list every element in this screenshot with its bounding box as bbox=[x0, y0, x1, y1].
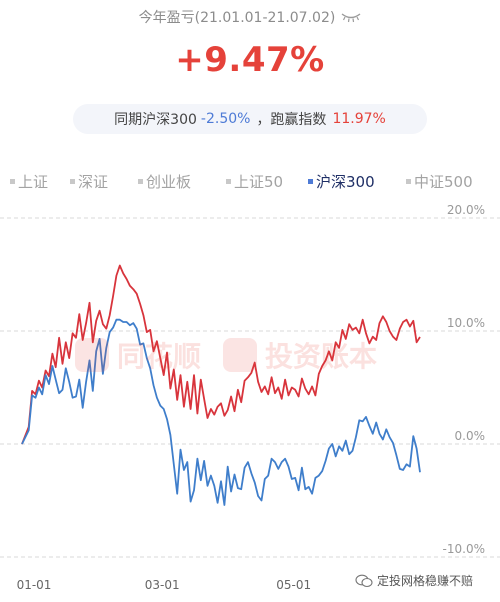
x-tick-label: 03-01 bbox=[145, 578, 180, 592]
tab-zz500[interactable]: 中证500 bbox=[406, 171, 486, 192]
tab-shangzheng50[interactable]: 上证50 bbox=[226, 171, 308, 192]
x-tick-label: 01-01 bbox=[17, 578, 52, 592]
tab-chuangyeban[interactable]: 创业板 bbox=[138, 171, 226, 192]
y-tick-label: -10.0% bbox=[443, 542, 485, 556]
benchmark-compare: 同期沪深300 -2.50% ，跑赢指数 11.97% bbox=[73, 104, 427, 134]
wechat-icon bbox=[355, 574, 373, 587]
footer-watermark: 定投网格稳赚不赔 bbox=[355, 572, 473, 589]
index-tabs: 上证 深证 创业板 上证50 沪深300 中证500 bbox=[10, 168, 495, 194]
tab-shenzheng[interactable]: 深证 bbox=[70, 171, 138, 192]
footer-watermark-text: 定投网格稳赚不赔 bbox=[377, 574, 474, 588]
y-tick-label: 10.0% bbox=[447, 316, 485, 330]
tab-marker-icon bbox=[138, 178, 143, 184]
tab-marker-icon bbox=[406, 178, 411, 184]
index-return-value: -2.50% bbox=[200, 111, 251, 127]
compare-suffix: ，跑赢指数 bbox=[256, 112, 327, 128]
period-label: 今年盈亏(21.01.01-21.07.02) bbox=[138, 10, 336, 26]
x-tick-label: 05-01 bbox=[276, 578, 311, 592]
tab-shangzheng[interactable]: 上证 bbox=[10, 171, 70, 192]
y-tick-label: 20.0% bbox=[447, 205, 485, 217]
tab-marker-icon bbox=[70, 178, 75, 184]
tab-marker-icon bbox=[308, 178, 313, 184]
tab-marker-icon bbox=[10, 178, 15, 184]
y-tick-label: 0.0% bbox=[455, 429, 486, 443]
hs300-index-line bbox=[21, 318, 421, 506]
eye-closed-icon[interactable] bbox=[341, 11, 361, 23]
compare-prefix: 同期沪深300 bbox=[114, 112, 197, 128]
return-chart: 20.0% 10.0% 0.0% -10.0% 01-01 03-01 05-01 bbox=[0, 205, 500, 592]
tab-marker-icon bbox=[226, 178, 231, 184]
outperform-value: 11.97% bbox=[332, 111, 386, 127]
portfolio-return-line bbox=[21, 264, 421, 445]
period-row: 今年盈亏(21.01.01-21.07.02) bbox=[0, 6, 500, 28]
tab-hs300[interactable]: 沪深300 bbox=[308, 171, 406, 192]
ytd-return-value: +9.47% bbox=[175, 40, 325, 80]
